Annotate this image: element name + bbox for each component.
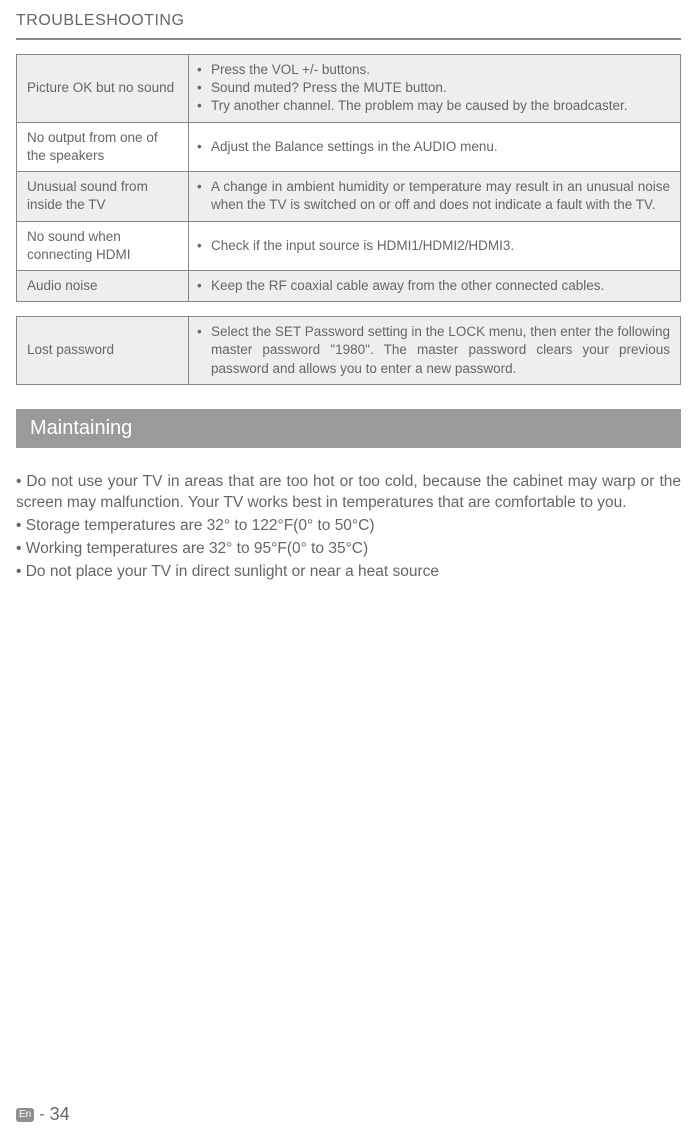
table-row: No sound when connecting HDMI Check if t… [17,221,681,270]
body-paragraph: • Do not use your TV in areas that are t… [16,472,681,514]
bullet-item: Try another channel. The problem may be … [197,97,670,115]
section-banner-maintaining: Maintaining [16,409,681,448]
bullet-item: Sound muted? Press the MUTE button. [197,79,670,97]
page-header: TROUBLESHOOTING [16,12,681,40]
bullet-item: Adjust the Balance settings in the AUDIO… [197,138,670,156]
solution-cell: A change in ambient humidity or temperat… [189,172,681,221]
issue-cell: Picture OK but no sound [17,55,189,123]
solution-cell: Select the SET Password setting in the L… [189,317,681,385]
bullet-item: Keep the RF coaxial cable away from the … [197,277,670,295]
bullet-item: Press the VOL +/- buttons. [197,61,670,79]
maintaining-body: • Do not use your TV in areas that are t… [16,472,681,583]
table-row: Picture OK but no sound Press the VOL +/… [17,55,681,123]
page-footer: En - 34 [16,1104,70,1125]
body-paragraph: • Do not place your TV in direct sunligh… [16,562,681,583]
table-row: Lost password Select the SET Password se… [17,317,681,385]
solution-cell: Check if the input source is HDMI1/HDMI2… [189,221,681,270]
issue-cell: No output from one of the speakers [17,122,189,171]
solution-cell: Press the VOL +/- buttons. Sound muted? … [189,55,681,123]
page-number: 34 [50,1104,70,1125]
issue-cell: Audio noise [17,270,189,301]
language-badge: En [16,1108,34,1122]
solution-cell: Keep the RF coaxial cable away from the … [189,270,681,301]
table-row: No output from one of the speakers Adjus… [17,122,681,171]
troubleshooting-table-2: Lost password Select the SET Password se… [16,316,681,385]
body-paragraph: • Working temperatures are 32° to 95°F(0… [16,539,681,560]
issue-cell: No sound when connecting HDMI [17,221,189,270]
body-paragraph: • Storage temperatures are 32° to 122°F(… [16,516,681,537]
solution-cell: Adjust the Balance settings in the AUDIO… [189,122,681,171]
table-row: Unusual sound from inside the TV A chang… [17,172,681,221]
issue-cell: Lost password [17,317,189,385]
troubleshooting-table-1: Picture OK but no sound Press the VOL +/… [16,54,681,302]
footer-dash: - [39,1106,44,1124]
bullet-item: A change in ambient humidity or temperat… [197,178,670,214]
table-row: Audio noise Keep the RF coaxial cable aw… [17,270,681,301]
bullet-item: Select the SET Password setting in the L… [197,323,670,378]
issue-cell: Unusual sound from inside the TV [17,172,189,221]
bullet-item: Check if the input source is HDMI1/HDMI2… [197,237,670,255]
